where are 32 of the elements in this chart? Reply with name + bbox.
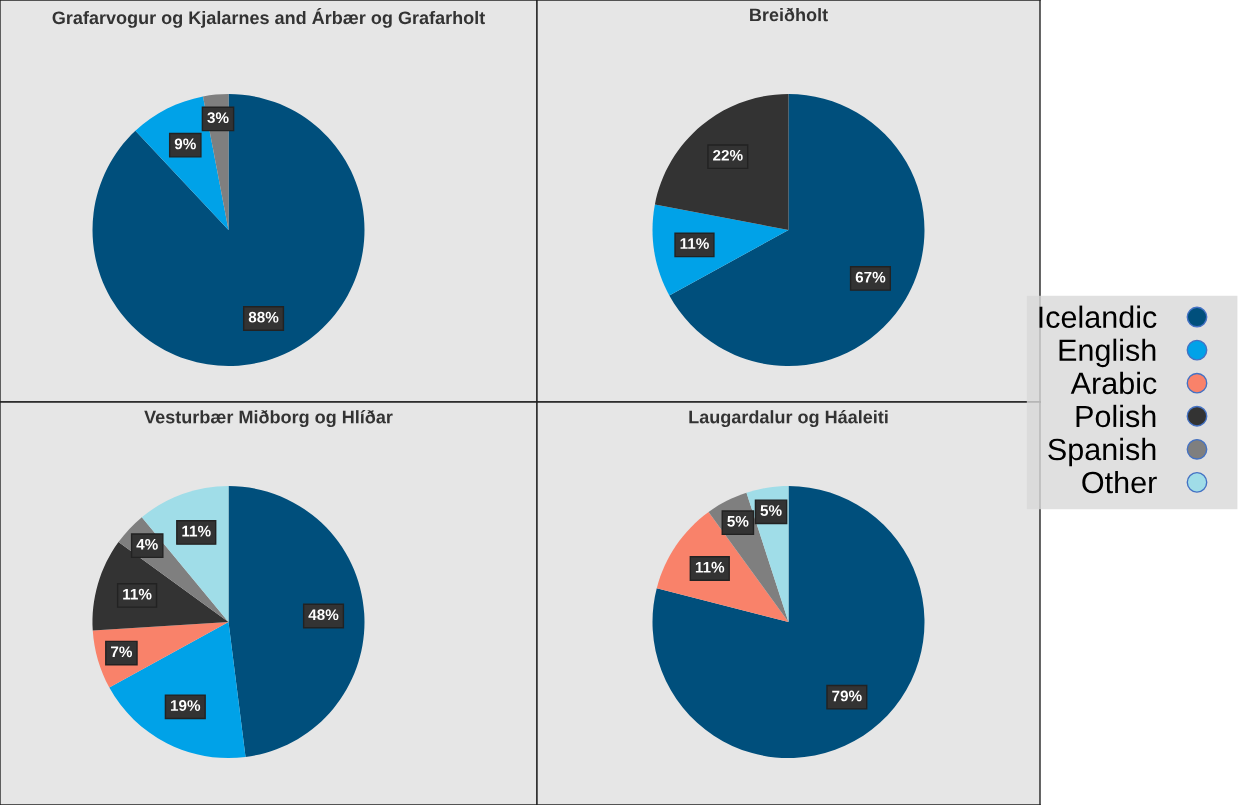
- data-label: 5%: [727, 515, 749, 527]
- data-label: 11%: [123, 588, 152, 600]
- data-label: 7%: [111, 646, 133, 658]
- data-label: 22%: [713, 149, 743, 161]
- chart-title: Grafarvogur og Kjalarnes and Árbær og Grafarholt: [52, 8, 485, 28]
- data-label: 11%: [182, 525, 211, 537]
- data-label: 48%: [308, 609, 339, 621]
- pie-slice: [652, 486, 925, 758]
- legend-label: Other: [1082, 470, 1157, 494]
- data-label: 5%: [760, 505, 782, 516]
- pie-slice: [109, 622, 246, 758]
- data-label: 19%: [170, 700, 201, 711]
- legend-label: Spanish: [1048, 437, 1156, 467]
- legend-label: Polish: [1076, 404, 1156, 428]
- pie-slice: [669, 94, 925, 366]
- pie-slice: [228, 486, 365, 757]
- data-label: 88%: [248, 311, 279, 323]
- chart-title: Vesturbær Miðborg og Hlíðar: [144, 410, 393, 428]
- data-label: 3%: [207, 112, 229, 124]
- data-label: 79%: [832, 690, 862, 702]
- data-label: 11%: [695, 561, 725, 573]
- legend-label: Arabic: [1070, 371, 1157, 395]
- chart-title: Breiðholt: [750, 7, 828, 22]
- data-label: 67%: [855, 271, 886, 283]
- legend-label: English: [1059, 338, 1156, 368]
- data-label: 9%: [174, 138, 196, 150]
- legend-label: Icelandic: [1039, 305, 1157, 329]
- data-label: 11%: [680, 238, 709, 249]
- chart-title: Laugardalur og Háaleiti: [689, 410, 888, 428]
- pie-slice: [92, 94, 365, 366]
- pie-slice: [654, 94, 789, 230]
- data-label: 4%: [136, 538, 158, 550]
